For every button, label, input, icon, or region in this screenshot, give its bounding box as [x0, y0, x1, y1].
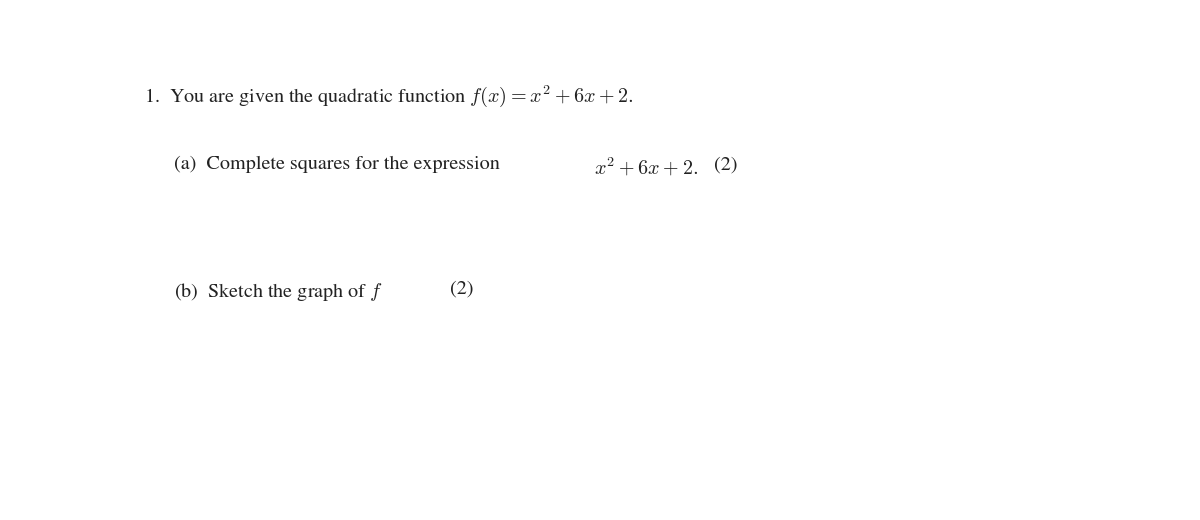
Text: (2): (2)	[714, 156, 738, 173]
Text: (b)  Sketch the graph of $f$: (b) Sketch the graph of $f$	[174, 281, 383, 303]
Text: $x^2 + 6x + 2.$: $x^2 + 6x + 2.$	[594, 156, 698, 178]
Text: 1.  You are given the quadratic function $f(x) = x^2 + 6x + 2.$: 1. You are given the quadratic function …	[144, 83, 634, 109]
Text: (2): (2)	[450, 281, 474, 298]
Text: (a)  Complete squares for the expression: (a) Complete squares for the expression	[174, 156, 500, 173]
